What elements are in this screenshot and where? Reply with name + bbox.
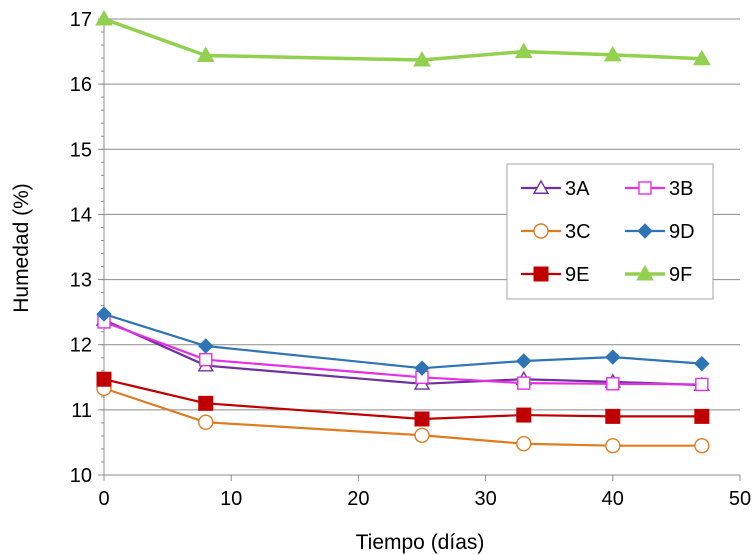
legend-label: 9F [669, 264, 692, 286]
series-3b-point [199, 352, 213, 367]
series-3b-point [695, 377, 709, 392]
legend-swatch-marker [638, 181, 652, 195]
series-9e-point [605, 408, 621, 424]
legend-item-3c: 3C [521, 221, 591, 243]
x-tick-label: 0 [98, 488, 109, 510]
series-3b-point [606, 377, 620, 391]
series-9d-line [103, 313, 702, 370]
series-9f-line [103, 17, 702, 62]
series-3c [96, 380, 710, 454]
series-3b-line [103, 320, 702, 386]
legend-label: 9E [565, 264, 589, 286]
series-9e-point [694, 408, 710, 424]
series-9e-point [96, 371, 112, 387]
series-3c-point [198, 414, 214, 430]
x-tick-label: 20 [347, 488, 369, 510]
series-9e-point [414, 411, 430, 427]
axes: 10 11 12 13 14 15 16 17 0 10 20 30 40 50 [70, 9, 751, 510]
series-3b-point [517, 376, 531, 390]
series-9f-point [692, 49, 711, 66]
legend-item-3b: 3B [625, 178, 693, 200]
x-axis-label: Tiempo (días) [356, 531, 485, 554]
legend-swatch-marker [533, 223, 549, 239]
series-9d [96, 306, 710, 376]
x-tick-label: 40 [602, 488, 624, 510]
legend-swatch-marker [533, 266, 549, 282]
series-9f [95, 9, 711, 67]
series-3c-point [414, 427, 430, 443]
series-9d-point [694, 355, 710, 372]
series-9e-line [103, 378, 702, 421]
series-9e [96, 371, 710, 427]
legend-item-9d: 9D [625, 221, 695, 243]
series-9f-point [196, 46, 215, 62]
series-layer [95, 9, 711, 454]
series-9f-point [95, 9, 113, 26]
legend: 3A 3B 3C 9D 9E 9F [506, 163, 714, 300]
y-axis-label: Humedad (%) [10, 183, 33, 313]
y-tick-label: 10 [70, 465, 92, 487]
legend-swatch-marker [636, 264, 654, 281]
series-3b [97, 315, 709, 392]
y-tick-label: 15 [70, 139, 92, 161]
series-3a-line [103, 318, 702, 387]
legend-label: 3C [565, 221, 591, 243]
legend-item-9e: 9E [521, 264, 589, 286]
series-9e-point [198, 395, 214, 411]
series-9d-point [414, 360, 430, 376]
series-3c-line [103, 387, 702, 447]
x-tick-label: 10 [220, 488, 242, 510]
series-3c-point [605, 437, 621, 454]
y-tick-label: 14 [70, 204, 92, 226]
series-9d-point [96, 306, 112, 322]
y-tick-label: 17 [70, 9, 92, 31]
legend-swatch-marker [637, 223, 653, 239]
y-tick-label: 16 [70, 74, 92, 96]
x-tick-label: 50 [729, 488, 751, 510]
legend-label: 3A [565, 178, 590, 200]
series-9f-point [413, 51, 431, 67]
series-3c-point [516, 436, 532, 452]
y-tick-label: 13 [70, 270, 92, 292]
legend-item-3a: 3A [521, 178, 590, 200]
series-3c-point [694, 437, 710, 454]
series-9d-point [516, 353, 532, 369]
legend-label: 3B [669, 178, 693, 200]
series-9d-point [605, 349, 621, 365]
series-9e-point [516, 407, 532, 423]
legend-item-9f: 9F [625, 264, 692, 286]
y-tick-label: 12 [70, 335, 92, 357]
legend-label: 9D [669, 221, 695, 243]
y-tick-label: 11 [71, 400, 92, 422]
series-9f-point [514, 42, 533, 59]
x-tick-label: 30 [474, 488, 496, 510]
series-9d-point [198, 338, 214, 354]
legend-swatch-marker [532, 179, 550, 194]
series-9f-point [603, 45, 622, 62]
